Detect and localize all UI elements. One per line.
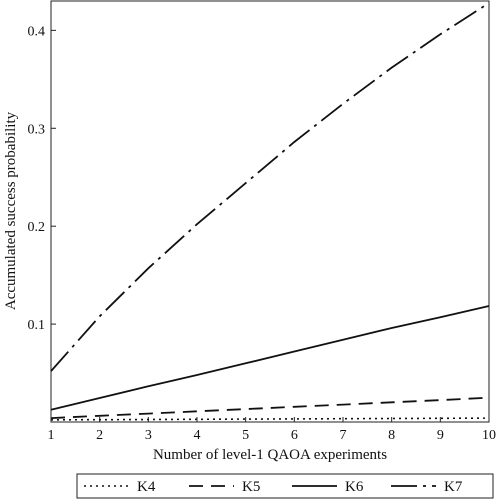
- series-line-k5: [50, 396, 490, 419]
- y-tick-label: 0.1: [28, 318, 46, 333]
- plot-frame: [50, 0, 490, 423]
- y-axis-title: Accumulated success probability: [3, 111, 19, 310]
- x-tick-label: 10: [482, 428, 496, 443]
- x-tick-label: 9: [437, 428, 444, 443]
- y-tick-label: 0.2: [28, 220, 46, 235]
- legend: K4 K5 K6 K7: [84, 479, 463, 495]
- legend-label-k7: K7: [444, 479, 463, 495]
- legend-box: [76, 473, 494, 499]
- x-tick-label: 7: [340, 428, 347, 443]
- x-tick-label: 5: [242, 428, 249, 443]
- y-tick-label: 0.3: [28, 122, 46, 137]
- x-tick-label: 2: [96, 428, 103, 443]
- x-tick-label: 8: [388, 428, 395, 443]
- x-tick-label: 4: [194, 428, 201, 443]
- ticks-layer: 1 2 3 4 5 6 7 8 9 10 0.1 0.2 0.3 0.4: [28, 24, 497, 443]
- y-tick-label: 0.4: [28, 24, 46, 39]
- legend-label-k6: K6: [345, 479, 364, 495]
- series-line-k6: [50, 305, 490, 411]
- legend-label-k4: K4: [137, 479, 156, 495]
- x-tick-label: 3: [145, 428, 152, 443]
- series-layer: [50, 2, 490, 421]
- series-line-k4: [50, 417, 490, 421]
- x-axis-title: Number of level-1 QAOA experiments: [153, 447, 387, 463]
- legend-label-k5: K5: [242, 479, 260, 495]
- x-tick-label: 1: [48, 428, 55, 443]
- x-tick-label: 6: [291, 428, 298, 443]
- series-line-k7: [50, 2, 490, 372]
